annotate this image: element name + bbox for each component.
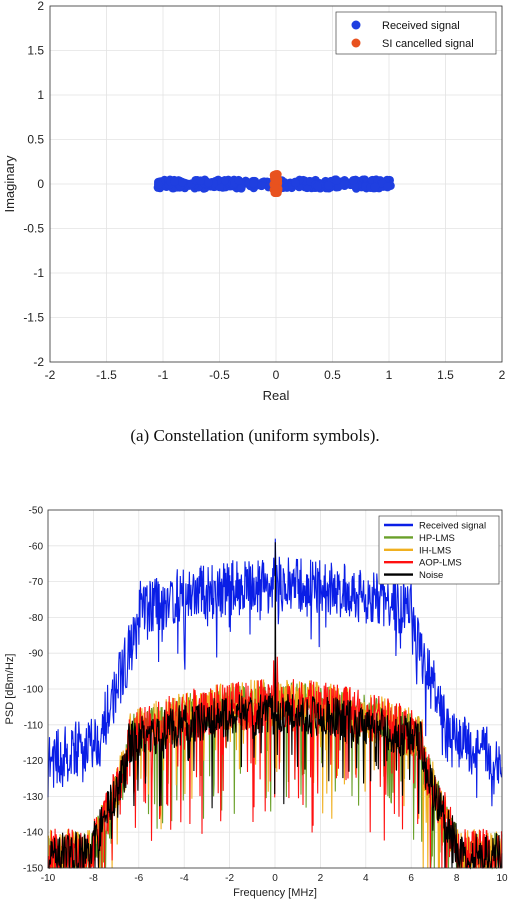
y-tick-label: -140 bbox=[23, 828, 43, 839]
received-point bbox=[196, 176, 205, 186]
tick-labels: -10 -8 -6 -4 -2 0 2 4 6 8 10 -50 -60 -70 -80 -90 -100 -11… bbox=[23, 506, 508, 885]
legend-box bbox=[335, 11, 497, 55]
received-point bbox=[332, 176, 341, 185]
received-point bbox=[340, 180, 349, 189]
x-tick-label: 1 bbox=[386, 368, 393, 382]
received-point bbox=[154, 180, 163, 189]
y-tick-label: -1.5 bbox=[23, 311, 44, 325]
y-tick-label: 1.5 bbox=[27, 44, 44, 58]
legend-label: AOP-LMS bbox=[419, 558, 462, 569]
legend-label-received: Received signal bbox=[382, 20, 460, 32]
received-point bbox=[234, 175, 243, 185]
y-tick-label: -90 bbox=[29, 649, 44, 660]
figure-caption: (a) Constellation (uniform symbols). bbox=[130, 426, 380, 445]
y-tick-label: -1 bbox=[33, 266, 44, 280]
legend-label: HP-LMS bbox=[419, 533, 455, 544]
x-tick-label: 6 bbox=[408, 873, 414, 884]
x-tick-label: 2 bbox=[499, 368, 506, 382]
y-axis-label: PSD [dBm/Hz] bbox=[4, 654, 16, 725]
received-point bbox=[236, 184, 246, 193]
x-tick-label: -1 bbox=[158, 368, 169, 382]
x-tick-label: -1.5 bbox=[96, 368, 117, 382]
received-point bbox=[257, 181, 266, 190]
psd-curves bbox=[47, 538, 503, 870]
plot-frame bbox=[49, 5, 503, 363]
y-tick-label: -70 bbox=[29, 577, 44, 588]
constellation-chart: -2 -1.5 -1 -0.5 0 0.5 1 1.5 2 2 1.5 1 0.5 0 -0.5 -1 -1.5… bbox=[2, 0, 506, 403]
received-point bbox=[383, 182, 392, 191]
x-tick-label: -2 bbox=[225, 873, 234, 884]
y-axis-label: Imaginary bbox=[2, 155, 17, 213]
received-point bbox=[324, 181, 333, 190]
x-tick-label: -8 bbox=[89, 873, 98, 884]
received-point bbox=[291, 178, 300, 187]
y-tick-label: -80 bbox=[29, 613, 44, 624]
x-tick-label: -4 bbox=[180, 873, 189, 884]
si-cancelled-point bbox=[271, 176, 281, 185]
x-tick-label: -0.5 bbox=[209, 368, 230, 382]
y-tick-label: -120 bbox=[23, 756, 43, 767]
legend-label: Noise bbox=[419, 570, 443, 581]
y-tick-label: -130 bbox=[23, 792, 43, 803]
legend-label: IH-LMS bbox=[419, 545, 451, 556]
x-axis-label: Frequency [MHz] bbox=[233, 887, 317, 899]
received-point bbox=[204, 178, 213, 187]
psd-line-noise bbox=[47, 542, 503, 870]
x-tick-label: -6 bbox=[134, 873, 143, 884]
received-point bbox=[349, 175, 358, 185]
y-tick-label: 0.5 bbox=[27, 133, 44, 147]
y-tick-label: -2 bbox=[33, 355, 44, 369]
x-tick-label: 0 bbox=[272, 873, 278, 884]
received-point bbox=[249, 179, 258, 188]
received-point bbox=[370, 182, 380, 192]
tick-labels: -2 -1.5 -1 -0.5 0 0.5 1 1.5 2 2 1.5 1 0.5 0 -0.5 -1 -1.5… bbox=[23, 0, 505, 382]
legend-marker-received bbox=[351, 20, 361, 30]
x-axis-label: Real bbox=[263, 388, 290, 403]
y-tick-label: -50 bbox=[29, 506, 44, 517]
legend: Received signal SI cancelled signal bbox=[335, 11, 497, 55]
x-tick-label: 10 bbox=[496, 873, 508, 884]
x-tick-label: 2 bbox=[318, 873, 324, 884]
y-tick-label: 1 bbox=[37, 88, 44, 102]
y-tick-label: -110 bbox=[24, 720, 44, 731]
y-tick-label: -0.5 bbox=[23, 222, 44, 236]
psd-chart: -10 -8 -6 -4 -2 0 2 4 6 8 10 -50 -60 -70 -80 -90 -100 -11… bbox=[4, 506, 508, 900]
y-tick-label: 0 bbox=[37, 177, 44, 191]
y-tick-label: 2 bbox=[37, 0, 44, 13]
legend-label: Received signal bbox=[419, 521, 486, 532]
legend-label-si-cancelled: SI cancelled signal bbox=[382, 38, 474, 50]
y-tick-label: -60 bbox=[29, 541, 44, 552]
x-tick-label: 0.5 bbox=[324, 368, 341, 382]
received-point bbox=[220, 176, 230, 185]
received-point bbox=[170, 177, 179, 186]
y-tick-label: -100 bbox=[23, 685, 43, 696]
x-tick-label: 8 bbox=[454, 873, 460, 884]
plot-frame bbox=[47, 509, 503, 869]
y-tick-label: -150 bbox=[23, 864, 43, 875]
x-tick-label: -2 bbox=[45, 368, 56, 382]
legend-marker-si-cancelled bbox=[351, 38, 361, 48]
x-tick-label: -10 bbox=[41, 873, 56, 884]
received-point bbox=[313, 181, 322, 191]
data-points bbox=[153, 170, 395, 198]
x-tick-label: 1.5 bbox=[437, 368, 454, 382]
x-tick-label: 4 bbox=[363, 873, 369, 884]
received-point bbox=[177, 177, 187, 187]
x-tick-label: 0 bbox=[273, 368, 280, 382]
